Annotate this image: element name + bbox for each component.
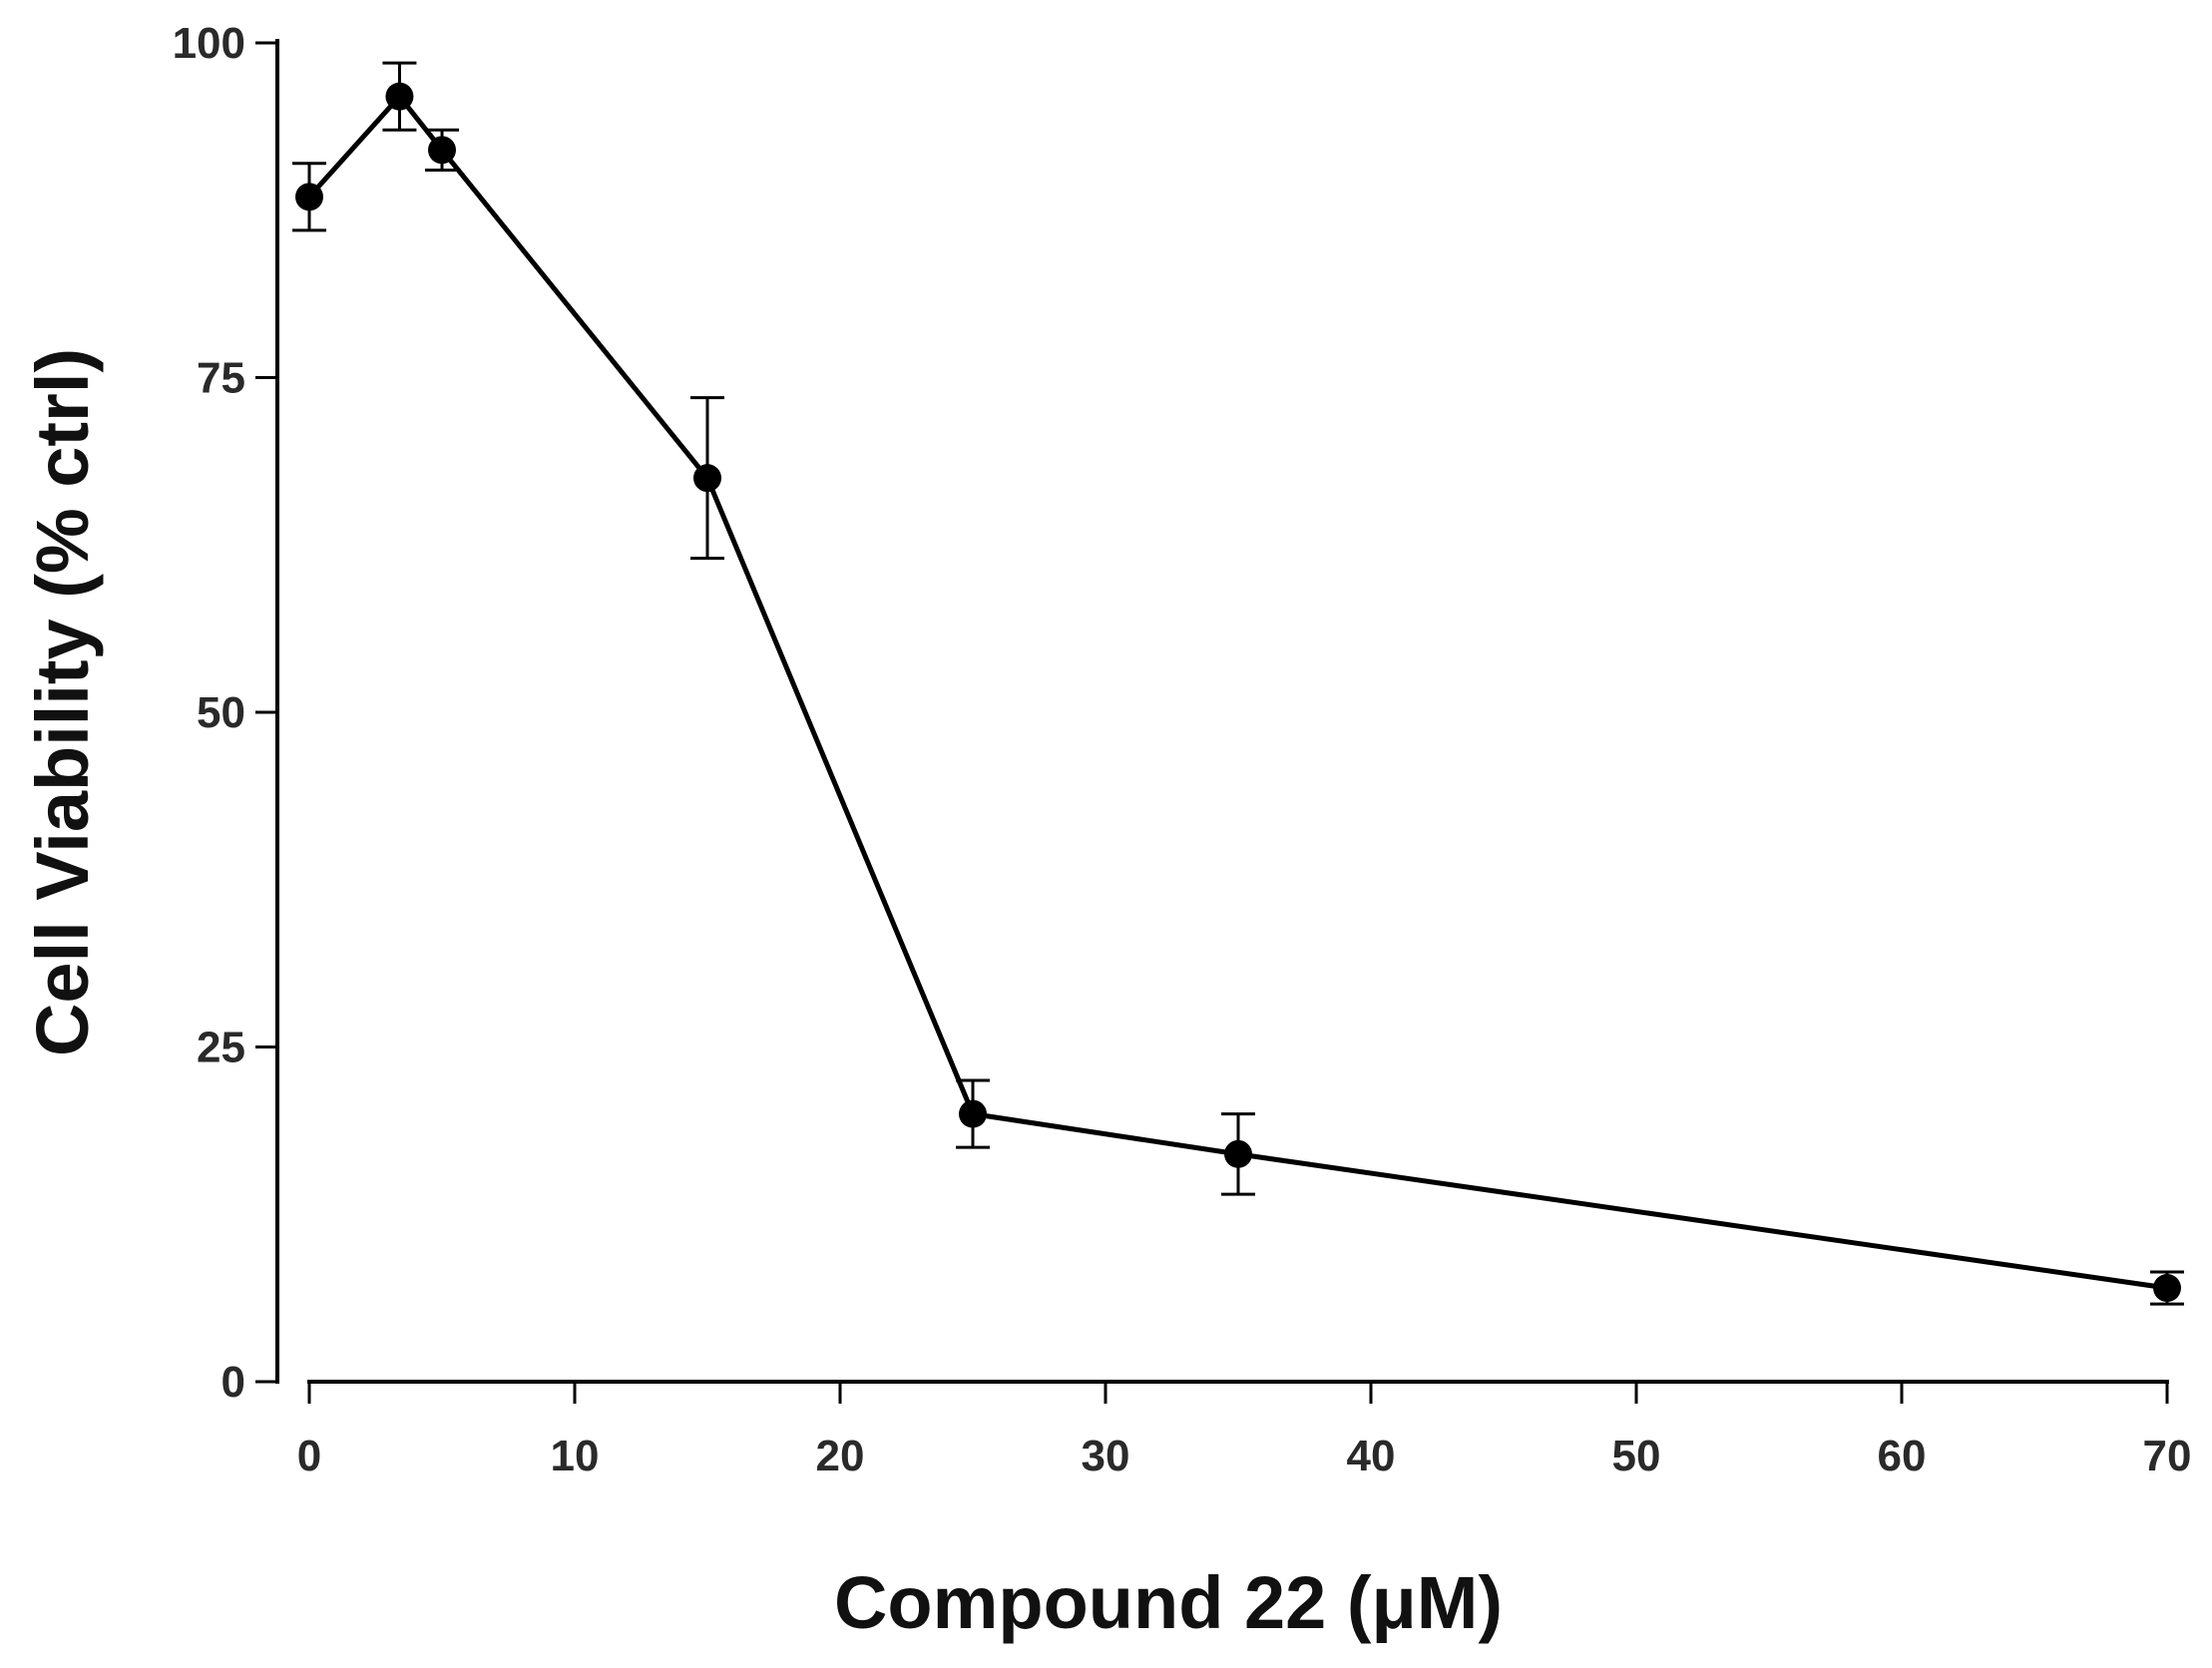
x-tick-label: 0 — [297, 1432, 321, 1480]
y-tick-label: 75 — [197, 354, 245, 403]
y-tick-label: 50 — [197, 688, 245, 737]
series-line — [307, 94, 2168, 1291]
y-axis-title: Cell Viability (% ctrl) — [21, 348, 104, 1056]
y-tick-label: 100 — [173, 19, 245, 68]
data-point — [2153, 1274, 2181, 1303]
data-point — [295, 183, 323, 211]
data-point — [693, 464, 721, 493]
x-tick-label: 60 — [1878, 1432, 1927, 1480]
y-tick-label: 25 — [197, 1024, 245, 1072]
y-ticks: 0 25 50 75 100 — [173, 19, 277, 1407]
x-tick-label: 70 — [2143, 1432, 2192, 1480]
data-point — [428, 136, 456, 165]
y-tick-label: 0 — [221, 1358, 245, 1407]
series-layer — [292, 61, 2184, 1306]
x-tick-label: 20 — [816, 1432, 865, 1480]
x-tick-label: 50 — [1612, 1432, 1661, 1480]
x-tick-label: 10 — [551, 1432, 600, 1480]
data-point — [385, 82, 414, 111]
x-axis-title: Compound 22 (μM) — [834, 1561, 1503, 1644]
axes — [275, 39, 2169, 1384]
data-point — [1224, 1139, 1252, 1168]
x-tick-label: 30 — [1082, 1432, 1130, 1480]
x-ticks: 0 10 20 30 40 50 60 70 — [297, 1382, 2192, 1480]
x-tick-label: 40 — [1347, 1432, 1396, 1480]
data-point — [959, 1099, 987, 1128]
